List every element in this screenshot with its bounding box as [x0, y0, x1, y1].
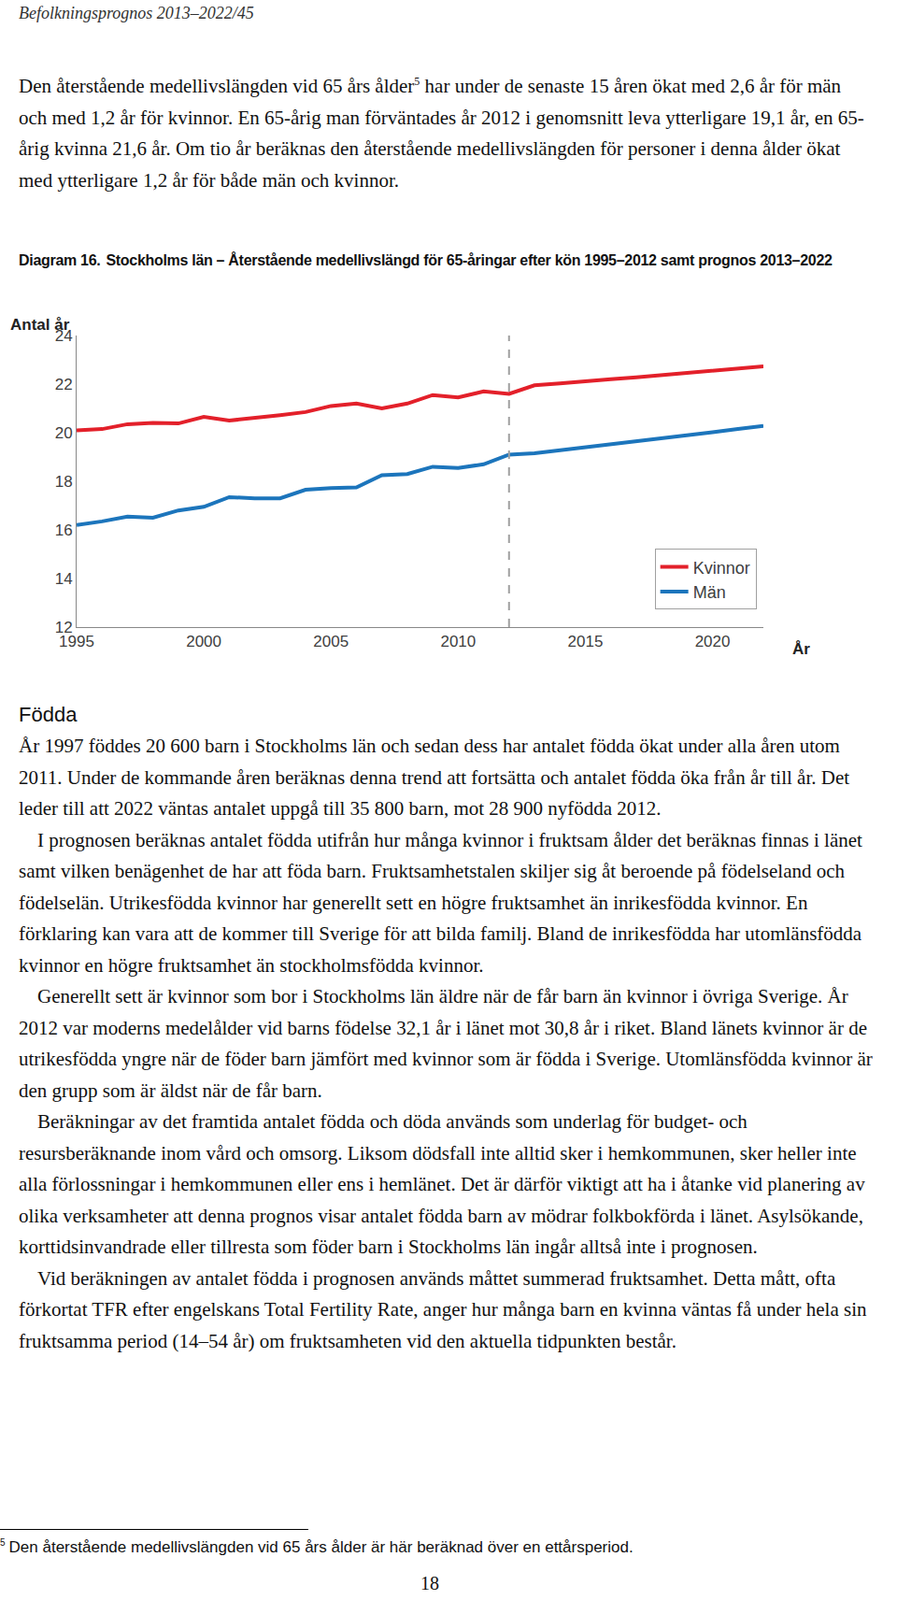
- svg-text:2020: 2020: [695, 632, 731, 651]
- svg-text:Antal år: Antal år: [10, 315, 71, 334]
- svg-text:2010: 2010: [440, 632, 476, 651]
- html-text:Diagram 16. Stockholms län – Å: Diagram 16. Stockholms län – Återstående…: [18, 252, 833, 269]
- svg-text:2000: 2000: [185, 632, 222, 651]
- html-text:5Den återstående medellivsläng: 5Den återstående medellivslängden vid 65…: [0, 1537, 634, 1556]
- svg-text:2015: 2015: [568, 632, 604, 651]
- svg-text:År: År: [792, 640, 811, 658]
- html-text:Befolkningsprognos 2013–2022/4: Befolkningsprognos 2013–2022/45: [18, 3, 254, 23]
- svg-text:14: 14: [55, 569, 73, 588]
- html-text:Vid beräkningen av antalet föd: Vid beräkningen av antalet födda i progn…: [18, 1266, 867, 1352]
- html-text:Födda: Födda: [18, 702, 77, 727]
- svg-text:16: 16: [55, 521, 73, 540]
- html-text:Beräkningar av det framtida an: Beräkningar av det framtida antalet född…: [18, 1110, 865, 1258]
- svg-text:Kvinnor: Kvinnor: [693, 558, 751, 578]
- html-text:18: 18: [420, 1572, 440, 1594]
- svg-text:2005: 2005: [313, 632, 349, 651]
- html-text:Generellt sett är kvinnor som: Generellt sett är kvinnor som bor i Stoc…: [18, 984, 873, 1102]
- svg-text:12: 12: [55, 618, 73, 637]
- html-text:År 1997 föddes 20 600 barn i S: År 1997 föddes 20 600 barn i Stockholms …: [18, 734, 850, 820]
- html-text:Den återstående medellivslängd: Den återstående medellivslängden vid 65 …: [18, 74, 865, 192]
- html-text:I prognosen beräknas antalet f: I prognosen beräknas antalet födda utifr…: [18, 828, 863, 976]
- svg-text:18: 18: [55, 472, 73, 491]
- svg-text:24: 24: [55, 327, 73, 345]
- svg-text:Män: Män: [693, 583, 727, 602]
- svg-text:1995: 1995: [58, 632, 95, 651]
- svg-text:22: 22: [55, 375, 73, 394]
- svg-text:20: 20: [55, 424, 73, 442]
